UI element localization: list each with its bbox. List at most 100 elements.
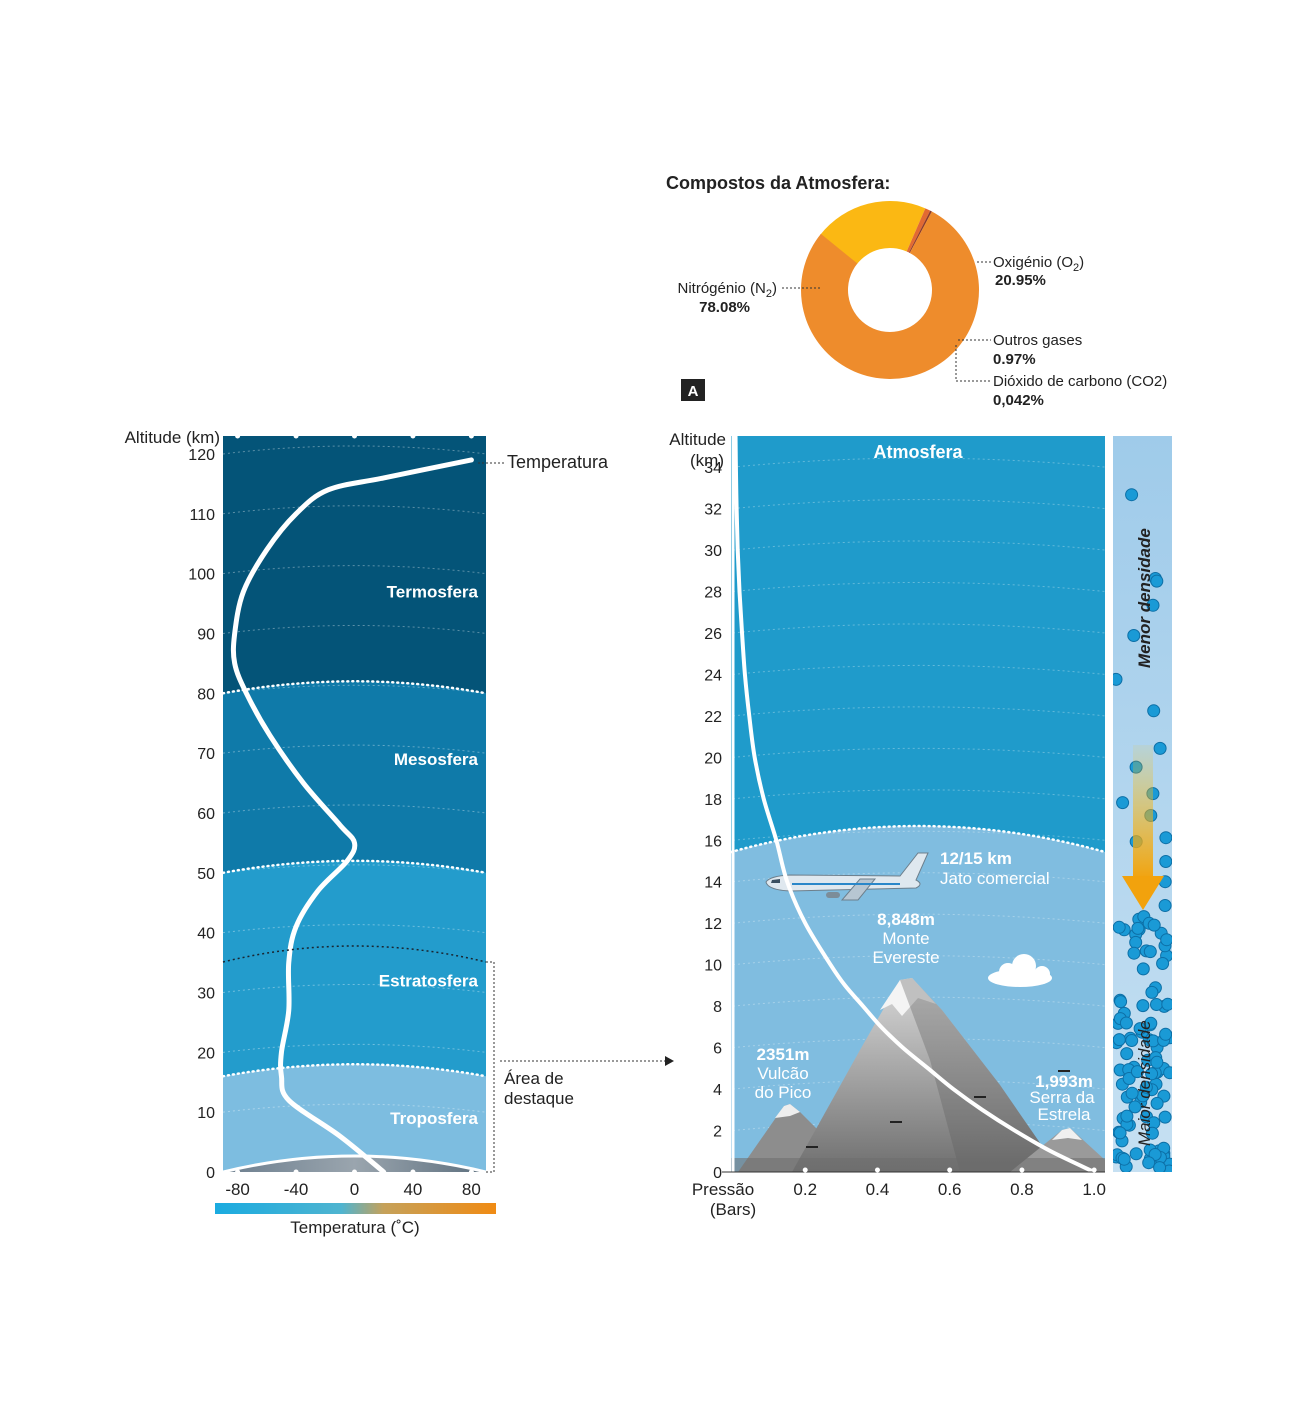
composition-title: Compostos da Atmosfera:: [666, 173, 890, 193]
particle: [1142, 1156, 1156, 1170]
connector-arrow-icon: [665, 1056, 674, 1066]
left-y-tick: 0: [206, 1165, 215, 1182]
everest-name-2: Evereste: [872, 948, 939, 967]
particle: [1158, 1110, 1172, 1124]
left-y-tick: 30: [197, 985, 215, 1002]
density-high-label: Maior densidade: [1135, 1020, 1154, 1146]
right-y-tick: 10: [704, 958, 722, 975]
particle: [1133, 1022, 1147, 1036]
mountain-everest: [792, 978, 1060, 1172]
particle: [1150, 998, 1163, 1011]
temperature-curve: [230, 457, 474, 1175]
right-y-tick: 30: [704, 543, 722, 560]
particle: [1114, 995, 1128, 1009]
left-y-tick: 40: [197, 926, 215, 943]
tick-dot: [352, 433, 357, 439]
right-y-tick: 14: [704, 875, 722, 892]
left-y-tick: 100: [188, 567, 215, 584]
density-arrow-shaft: [1133, 745, 1153, 880]
others-value: 0.97%: [993, 351, 1036, 368]
right-y-tick: 34: [704, 460, 722, 477]
density-column: Menor densidade Maior densidade: [1113, 436, 1172, 1172]
left-top-dots: [235, 433, 474, 1175]
particle: [1113, 1033, 1126, 1047]
particle: [1127, 629, 1141, 642]
left-x-tick: -40: [284, 1180, 309, 1199]
particle: [1159, 831, 1172, 845]
tick-dot: [293, 433, 299, 439]
right-x-tick: 0.6: [938, 1180, 962, 1199]
particle: [1127, 946, 1141, 960]
particle: [1156, 957, 1170, 970]
right-gridline: [732, 747, 1105, 758]
particle: [1150, 574, 1164, 588]
particle: [1145, 1067, 1159, 1081]
right-x-tick: 0.2: [793, 1180, 817, 1199]
donut-slice-2: [906, 208, 931, 253]
airplane-icon: [765, 852, 929, 901]
left-y-tick: 110: [189, 507, 215, 524]
temperature-colorbar: [215, 1203, 496, 1214]
right-y-tick: 26: [704, 626, 722, 643]
highlight-callout: Área de destaque: [504, 1069, 574, 1108]
right-y-title-1: Altitude: [669, 430, 726, 449]
right-gridline: [732, 540, 1105, 551]
particle: [1146, 598, 1160, 612]
tick-dot: [1019, 1167, 1025, 1173]
layer-label-3: Termosfera: [387, 583, 479, 602]
particle: [1150, 1096, 1164, 1110]
badge-a: [681, 379, 705, 401]
tick-dot: [410, 1169, 416, 1175]
left-x-tick: -80: [225, 1180, 250, 1199]
earth-surface: [223, 1154, 486, 1172]
pico-name-2: do Pico: [755, 1083, 812, 1102]
highlight-connector: Área de destaque: [222, 945, 674, 1173]
jet-name: Jato comercial: [940, 869, 1050, 888]
estrela-name-2: Estrela: [1038, 1105, 1091, 1124]
particle: [1129, 935, 1143, 949]
particle: [1153, 1161, 1167, 1172]
particle: [1117, 1152, 1131, 1166]
left-gridline: [223, 1103, 486, 1113]
left-gridline: [223, 864, 486, 874]
right-y-tick: 4: [713, 1082, 722, 1099]
right-gridline: [732, 664, 1105, 675]
particle: [1113, 920, 1126, 934]
tick-dot: [874, 1167, 880, 1173]
pico-altitude: 2351m: [757, 1045, 810, 1064]
left-x-tick: 0: [350, 1180, 359, 1199]
particle: [1125, 488, 1139, 502]
layer-boundary: [223, 1063, 486, 1078]
particle: [1150, 1055, 1164, 1069]
pressure-chart: Atmosfera 12/15 km Jato comercial 8,848m…: [669, 430, 1106, 1219]
right-gridline: [732, 581, 1105, 592]
badge-a-label: A: [688, 383, 699, 400]
donut-slice-1: [819, 201, 926, 265]
left-gridline: [223, 684, 486, 694]
tick-dot: [235, 1169, 241, 1175]
right-gridline: [732, 913, 1105, 924]
oxygen-label: Oxigénio (O2): [993, 254, 1084, 274]
left-y-tick: 120: [188, 447, 215, 464]
particle: [1116, 796, 1130, 810]
density-particles: [1113, 488, 1172, 1172]
layer-label-1: Estratosfera: [379, 972, 479, 991]
estrela-name-1: Serra da: [1029, 1088, 1095, 1107]
right-y-title-2: (km): [690, 451, 724, 470]
particle: [1163, 1066, 1172, 1080]
particle: [1120, 1109, 1134, 1123]
right-gridline: [732, 830, 1105, 841]
left-layers: [223, 436, 486, 1172]
right-gridline: [732, 499, 1105, 510]
layer-band-0: [223, 1064, 486, 1172]
jet-altitude: 12/15 km: [940, 849, 1012, 868]
left-y-tick: 20: [197, 1045, 215, 1062]
particle: [1129, 1147, 1143, 1161]
co2-label: Dióxido de carbono (CO2): [993, 373, 1167, 390]
left-x-axis: -80 -40 0 40 80: [225, 1180, 481, 1199]
right-x-tick: 1.0: [1082, 1180, 1106, 1199]
particle: [1113, 672, 1123, 686]
particle: [1144, 1016, 1158, 1030]
particle: [1131, 921, 1145, 935]
